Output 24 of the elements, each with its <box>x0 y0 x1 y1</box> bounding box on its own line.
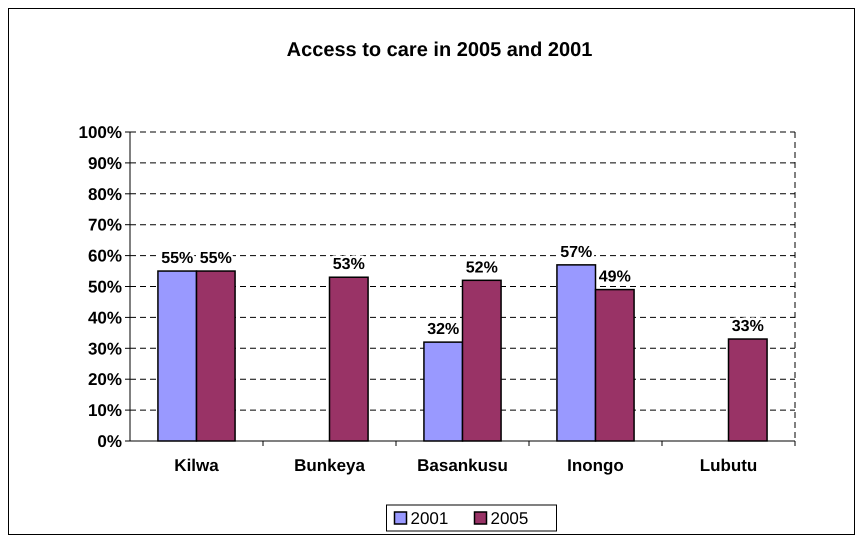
chart-title: Access to care in 2005 and 2001 <box>286 39 592 61</box>
x-tick-label: Bunkeya <box>294 456 366 475</box>
legend-label: 2005 <box>490 508 528 528</box>
x-tick-label: Lubutu <box>700 456 758 475</box>
y-tick-label: 40% <box>88 308 122 328</box>
x-tick-label: Kilwa <box>174 456 220 475</box>
y-tick-label: 20% <box>88 370 122 390</box>
legend-label: 2001 <box>410 508 448 528</box>
data-label: 52% <box>466 259 498 276</box>
data-label: 32% <box>427 321 460 338</box>
y-tick-label: 10% <box>88 401 122 420</box>
data-label: 49% <box>598 268 631 286</box>
y-tick-label: 80% <box>88 184 122 204</box>
y-tick-label: 30% <box>88 339 122 358</box>
data-label: 53% <box>332 256 365 274</box>
y-tick-label: 100% <box>78 122 122 142</box>
x-tick-label: Inongo <box>567 456 624 475</box>
y-tick-label: 70% <box>88 216 122 235</box>
x-tick-label: Basankusu <box>417 456 508 475</box>
y-tick-label: 90% <box>88 154 122 173</box>
y-tick-label: 0% <box>97 432 122 451</box>
y-tick-label: 50% <box>88 277 122 296</box>
data-label: 33% <box>732 318 764 336</box>
y-tick-label: 60% <box>88 246 122 266</box>
